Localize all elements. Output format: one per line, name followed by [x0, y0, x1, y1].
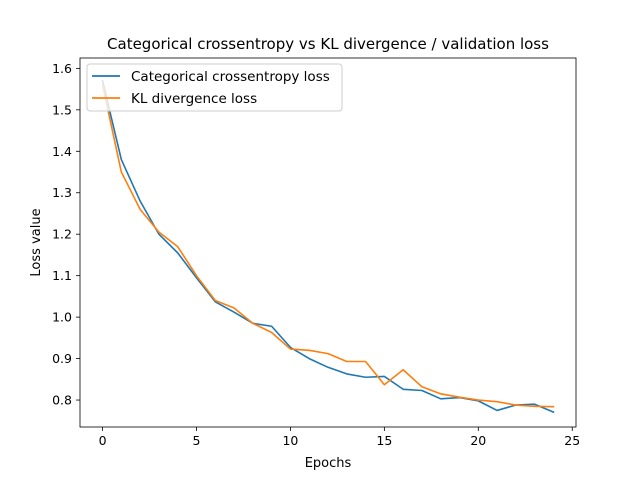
y-tick-label: 1.0 [52, 310, 72, 325]
x-axis-label: Epochs [305, 456, 352, 471]
x-tick-label: 20 [470, 433, 486, 448]
ticks-layer: 0 5 10 15 20 25 0.8 0.9 1.0 1.1 1.2 1.3 1.4 1.5 1.6 [52, 61, 580, 448]
y-tick-label: 0.8 [52, 393, 72, 408]
y-tick-label: 1.2 [52, 227, 72, 242]
series-line-kl-divergence [101, 83, 555, 408]
y-tick-label: 1.6 [52, 61, 72, 76]
y-tick-label: 1.5 [52, 102, 72, 117]
x-tick-label: 15 [376, 433, 392, 448]
x-tick-label: 25 [564, 433, 580, 448]
series-layer [101, 79, 555, 414]
y-tick-label: 0.9 [52, 351, 72, 366]
legend-entry-label: Categorical crossentropy loss [131, 69, 330, 85]
legend: Categorical crossentropy loss KL divergen… [86, 63, 343, 112]
legend-box [86, 63, 343, 112]
series-line-categorical-crossentropy [101, 79, 555, 414]
chart-title: Categorical crossentropy vs KL divergenc… [107, 35, 549, 53]
y-axis-label: Loss value [29, 208, 44, 276]
legend-entry-label: KL divergence loss [131, 91, 257, 107]
y-tick-label: 1.3 [52, 185, 72, 200]
y-tick-label: 1.1 [52, 268, 72, 283]
plot-area [80, 58, 576, 427]
plot-frame [79, 57, 577, 428]
x-tick-label: 5 [193, 433, 201, 448]
x-tick-label: 0 [99, 433, 107, 448]
x-tick-label: 10 [282, 433, 298, 448]
y-tick-label: 1.4 [52, 144, 72, 159]
